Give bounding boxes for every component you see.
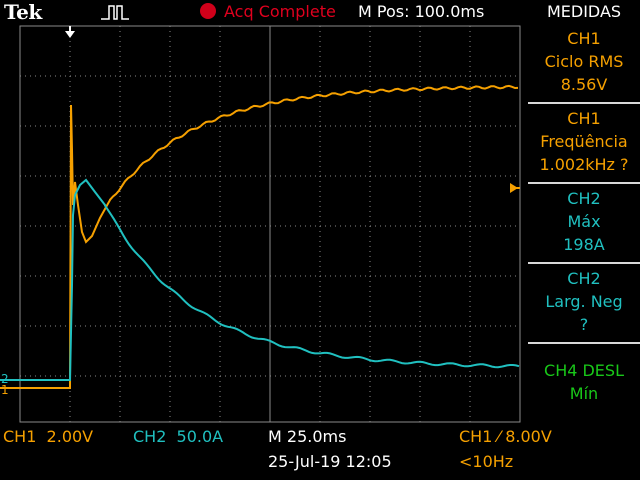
measurement-3-channel: CH2 xyxy=(567,189,601,208)
measurement-4-value: ? xyxy=(579,315,589,334)
measurements-panel: CH1 Ciclo RMS 8.56V CH1 Freqüência 1.002… xyxy=(528,24,640,424)
measurement-5-channel: CH4 DESL xyxy=(544,361,624,380)
measurement-divider xyxy=(528,342,640,344)
status-bar: Tek Acq Complete M Pos: 100.0ms MEDIDAS xyxy=(0,0,640,24)
measurement-1-value: 8.56V xyxy=(560,75,608,94)
measurement-divider xyxy=(528,262,640,264)
ch1-ground-marker: 1 xyxy=(1,383,9,397)
measurement-3[interactable]: CH2 Máx 198A xyxy=(528,187,640,256)
measurement-5-name: Mín xyxy=(569,384,599,403)
measurement-3-value: 198A xyxy=(563,235,605,254)
measurement-divider xyxy=(528,102,640,104)
acquisition-status: Acq Complete xyxy=(224,2,336,21)
measurements-title: MEDIDAS xyxy=(546,2,622,21)
measurement-2-value: 1.002kHz ? xyxy=(539,155,629,174)
measurement-2[interactable]: CH1 Freqüência 1.002kHz ? xyxy=(528,107,640,176)
measurement-divider xyxy=(528,182,640,184)
date-time: 25-Jul-19 12:05 xyxy=(268,452,392,471)
acquisition-indicator-icon xyxy=(200,3,216,19)
measurement-3-name: Máx xyxy=(567,212,601,231)
measurement-4-channel: CH2 xyxy=(567,269,601,288)
ch2-waveform xyxy=(0,178,520,381)
timebase[interactable]: M 25.0ms xyxy=(268,427,347,446)
trigger-pulse-icon xyxy=(101,5,129,20)
measurement-4[interactable]: CH2 Larg. Neg ? xyxy=(528,267,640,336)
trigger-position-marker xyxy=(65,31,75,38)
waveform-display: 2 1 xyxy=(0,25,521,423)
settings-bar: CH1 2.00V CH2 50.0A M 25.0ms 25-Jul-19 1… xyxy=(0,424,640,480)
ch2-ground-marker: 2 xyxy=(1,372,9,386)
trigger-setting[interactable]: CH1 ⁄ 8.00V xyxy=(459,427,552,446)
measurement-5[interactable]: CH4 DESL Mín xyxy=(528,359,640,405)
trigger-frequency: <10Hz xyxy=(459,452,514,471)
measurement-2-name: Freqüência xyxy=(540,132,628,151)
ch2-scale[interactable]: CH2 50.0A xyxy=(133,427,224,446)
horizontal-position: M Pos: 100.0ms xyxy=(358,2,485,21)
ch1-scale[interactable]: CH1 2.00V xyxy=(3,427,94,446)
measurement-1-name: Ciclo RMS xyxy=(544,52,624,71)
measurement-1-channel: CH1 xyxy=(567,29,601,48)
measurement-2-channel: CH1 xyxy=(567,109,601,128)
graticule xyxy=(19,25,521,423)
measurement-1[interactable]: CH1 Ciclo RMS 8.56V xyxy=(528,27,640,96)
ch1-waveform xyxy=(0,84,519,389)
measurement-4-name: Larg. Neg xyxy=(545,292,623,311)
brand-logo: Tek xyxy=(4,0,42,24)
